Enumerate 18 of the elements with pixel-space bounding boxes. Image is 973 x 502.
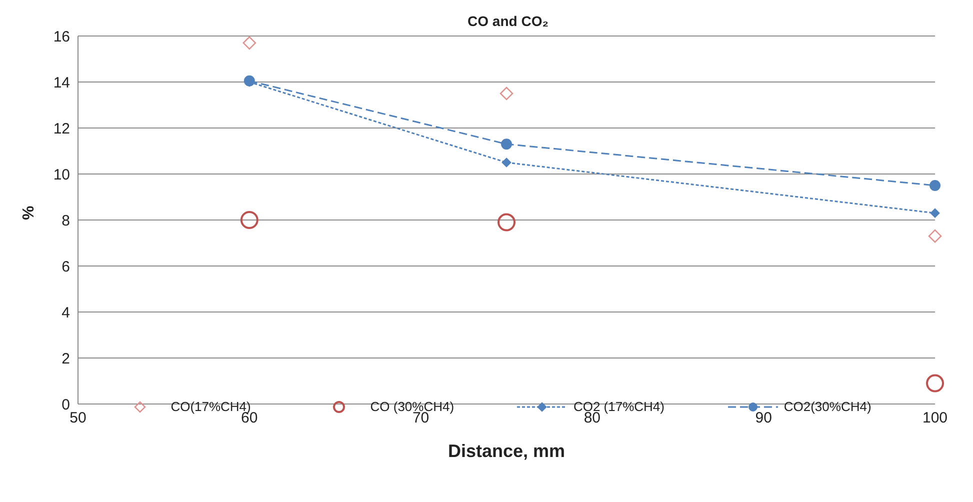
legend-label: CO(17%CH4): [170, 399, 251, 414]
y-tick-label: 6: [62, 258, 70, 276]
y-tick-label: 16: [53, 28, 70, 46]
x-tick-label: 100: [922, 410, 948, 427]
y-tick-label: 10: [53, 166, 70, 184]
y-axis-title: %: [20, 206, 38, 220]
chart-title: CO and CO₂: [468, 13, 548, 29]
legend-label: CO2(30%CH4): [784, 399, 872, 414]
y-tick-label: 2: [62, 350, 70, 368]
y-tick-label: 8: [62, 212, 70, 230]
y-tick-label: 4: [62, 304, 70, 322]
x-axis-title: Distance, mm: [448, 441, 566, 461]
legend-label: CO (30%CH4): [369, 399, 454, 414]
x-tick-label: 50: [70, 410, 86, 427]
y-tick-label: 12: [53, 120, 70, 138]
x-tick-label: 90: [755, 410, 772, 427]
y-tick-label: 0: [62, 396, 70, 414]
y-tick-label: 14: [53, 74, 70, 92]
